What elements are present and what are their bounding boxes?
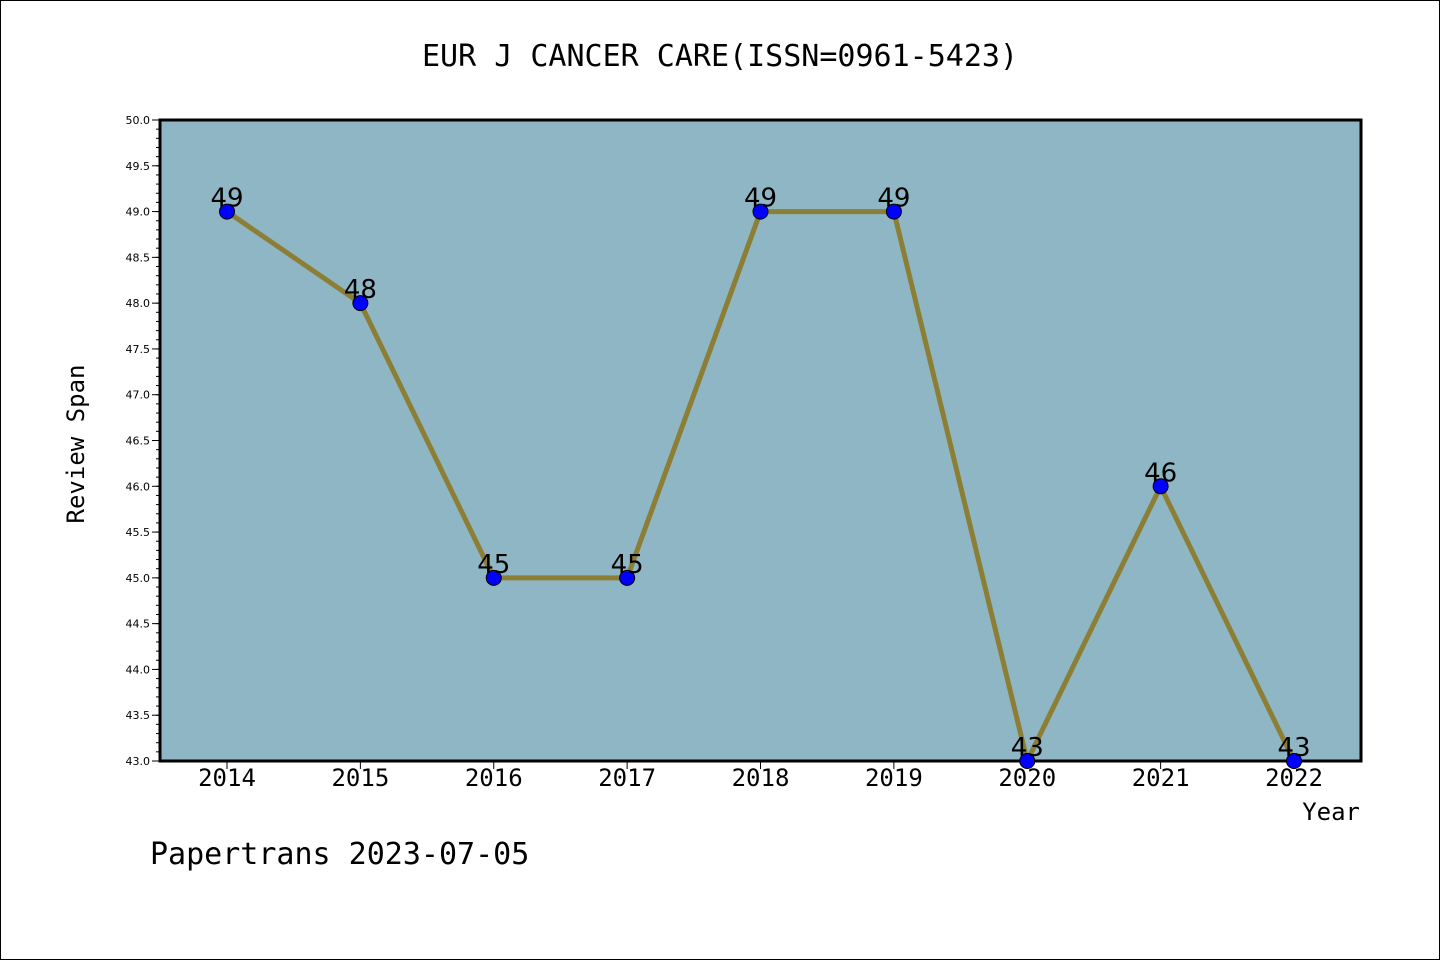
x-tick-label: 2015 [331,764,389,792]
y-tick-label: 49.0 [126,206,151,219]
data-label: 49 [210,184,243,214]
y-tick-label: 47.5 [126,343,151,356]
y-tick-label: 48.0 [126,297,151,310]
data-point [885,203,902,220]
data-point [1019,753,1036,769]
y-tick-label: 46.0 [126,480,151,493]
y-tick-label: 45.5 [126,526,151,539]
x-tick-label: 2016 [465,764,523,792]
y-tick-label: 46.5 [126,435,151,448]
y-tick-label: 50.0 [126,114,151,127]
y-tick-label: 44.0 [126,663,151,676]
series-group: 49 48 45 45 49 49 43 46 43 [210,184,1311,769]
data-point [352,295,369,312]
data-point [619,569,636,586]
y-axis: 43.0 43.5 44.0 44.5 45.0 45.5 46.0 46.5 47.0 47.5… [126,114,160,768]
y-tick-label: 48.5 [126,251,151,264]
y-tick-label: 49.5 [126,160,151,173]
y-tick-label: 47.0 [126,389,151,402]
data-label: 49 [877,184,910,214]
data-label: 43 [1277,733,1310,763]
data-label: 43 [1011,733,1044,763]
chart-title: EUR J CANCER CARE(ISSN=0961-5423) [422,39,1018,74]
x-axis: 2014 2015 2016 2017 2018 2019 2020 2021 2022 [198,761,1323,792]
plot-area [158,118,1363,763]
y-axis-label: Review Span [62,365,90,524]
x-axis-label: Year [1302,798,1360,826]
watermark-text: Papertrans 2023-07-05 [150,837,529,872]
data-label: 48 [344,275,377,305]
y-tick-label: 43.5 [126,709,151,722]
data-point [1152,478,1169,495]
x-tick-label: 2021 [1132,764,1190,792]
data-label: 45 [611,550,644,580]
x-tick-label: 2014 [198,764,256,792]
data-label: 49 [744,184,777,214]
data-point [1286,753,1302,769]
data-label: 45 [477,550,510,580]
x-tick-label: 2017 [598,764,656,792]
y-tick-label: 45.0 [126,572,151,585]
y-tick-label: 44.5 [126,618,151,631]
x-tick-label: 2019 [865,764,923,792]
data-point [485,569,502,586]
data-point [752,203,769,220]
data-point [219,203,235,220]
x-tick-label: 2018 [732,764,790,792]
y-tick-label: 43.0 [126,755,151,768]
data-label: 46 [1144,458,1177,488]
